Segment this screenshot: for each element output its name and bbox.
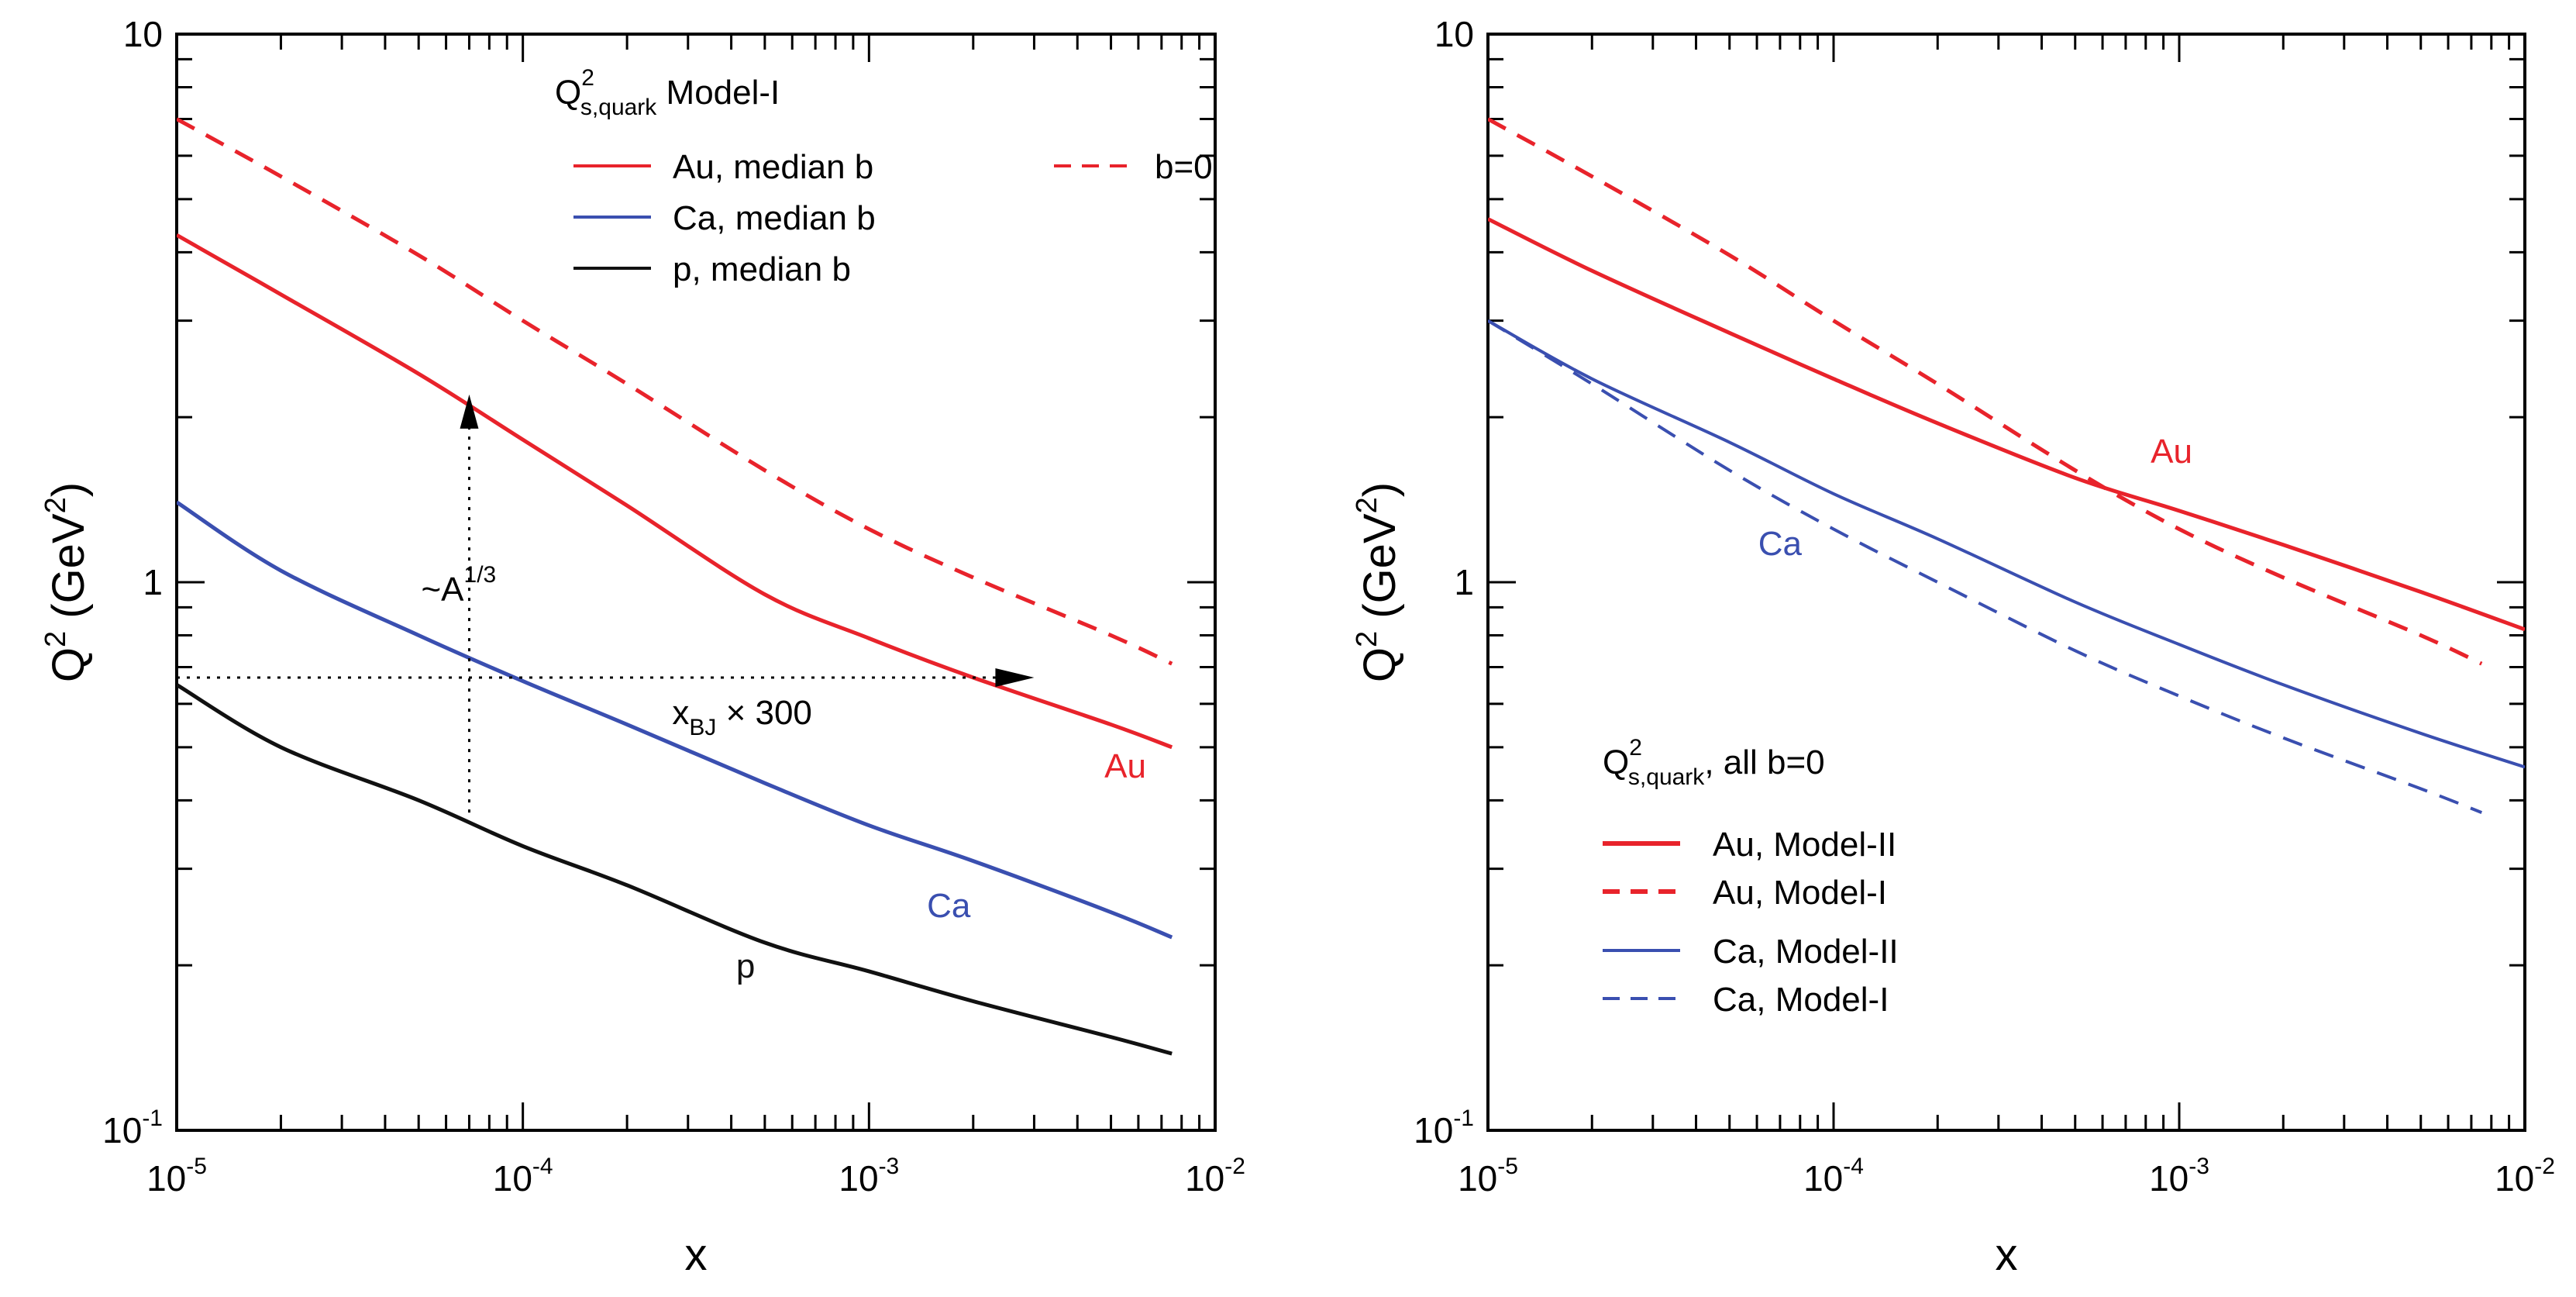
annotation-a13: ~A1/3 bbox=[421, 562, 496, 609]
x-tick-label: 10-3 bbox=[2149, 1154, 2209, 1199]
curve-label-ca: Ca bbox=[1758, 525, 1803, 563]
y-tick-label: 10 bbox=[1434, 14, 1474, 54]
series-line-ca-median-b bbox=[177, 500, 1173, 940]
curve-label-au: Au bbox=[1104, 747, 1146, 785]
series-line-au-median-b bbox=[177, 233, 1173, 750]
legend-entry-label: Au, Model-II bbox=[1713, 826, 1896, 864]
legend-entry-label: Au, Model-I bbox=[1713, 874, 1887, 912]
series-line-ca-model-ii bbox=[1488, 319, 2525, 769]
x-axis-title: x bbox=[685, 1230, 708, 1280]
x-tick-label: 10-5 bbox=[1458, 1154, 1518, 1199]
horizontal-arrow-head bbox=[995, 667, 1035, 687]
y-axis-title-base: Q bbox=[43, 647, 94, 682]
legend-entry-label: b=0 bbox=[1155, 148, 1213, 186]
y-tick-label-base: 10 bbox=[123, 14, 163, 54]
y-tick-label-base: 10 bbox=[102, 1110, 142, 1150]
y-tick-label: 10-1 bbox=[1414, 1106, 1474, 1150]
y-axis-title-rest-sup: 2 bbox=[40, 497, 72, 513]
legend-entry-label: Ca, Model-II bbox=[1713, 933, 1899, 971]
series-line-au-b-0 bbox=[177, 117, 1173, 666]
y-axis-title-base: Q bbox=[1355, 647, 1405, 682]
legend-title-sup: 2 bbox=[581, 65, 594, 91]
x-tick-label-exp: -4 bbox=[1843, 1154, 1864, 1179]
y-tick-label: 10 bbox=[123, 14, 163, 54]
x-tick-label: 10-5 bbox=[146, 1154, 207, 1199]
y-tick-label-base: 1 bbox=[1454, 562, 1474, 602]
series-line-au-model-i bbox=[1488, 117, 2483, 666]
y-axis-title-rest-sup: 2 bbox=[1351, 497, 1383, 513]
legend-title-base: Q bbox=[555, 74, 581, 112]
x-tick-label-exp: -3 bbox=[2189, 1154, 2209, 1179]
x-tick-label-exp: -4 bbox=[532, 1154, 553, 1179]
legend-entry-label: p, median b bbox=[673, 250, 851, 288]
x-tick-label: 10-3 bbox=[839, 1154, 899, 1199]
annotation-xbj-rest: × 300 bbox=[716, 694, 812, 732]
y-axis-title-sup: 2 bbox=[1351, 631, 1383, 647]
x-tick-label: 10-4 bbox=[1803, 1154, 1864, 1199]
x-tick-label: 10-2 bbox=[1185, 1154, 1245, 1199]
legend-title-rest: Model-I bbox=[656, 74, 780, 112]
legend-title-rest: , all b=0 bbox=[1704, 743, 1824, 781]
annotation-xbj-sub: BJ bbox=[689, 715, 716, 740]
y-axis-title-close: ) bbox=[43, 482, 94, 497]
x-tick-label-base: 10 bbox=[1803, 1158, 1843, 1199]
curve-label-ca: Ca bbox=[927, 887, 971, 925]
y-axis-title-rest: (GeV bbox=[1355, 513, 1405, 631]
legend-title-sub: s,quark bbox=[1628, 764, 1705, 790]
x-axis-title: x bbox=[1996, 1230, 2018, 1280]
x-tick-label-base: 10 bbox=[2149, 1158, 2189, 1199]
x-tick-label-exp: -2 bbox=[2534, 1154, 2555, 1179]
y-axis-title-sup: 2 bbox=[40, 631, 72, 647]
legend-title-sub: s,quark bbox=[580, 95, 657, 120]
x-tick-label-base: 10 bbox=[2495, 1158, 2534, 1199]
y-axis-title: Q2 (GeV2) bbox=[40, 482, 94, 682]
y-axis-title-rest: (GeV bbox=[43, 513, 94, 631]
annotation-xbj: xBJ × 300 bbox=[672, 694, 812, 740]
y-tick-label-exp: -1 bbox=[142, 1106, 163, 1131]
x-tick-label-exp: -5 bbox=[1497, 1154, 1518, 1179]
legend-entry-label: Au, median b bbox=[673, 148, 873, 186]
series-line-au-model-ii bbox=[1488, 217, 2525, 632]
x-tick-label-exp: -3 bbox=[879, 1154, 900, 1179]
series-line-p-median-b bbox=[177, 683, 1173, 1056]
y-tick-label: 1 bbox=[1454, 562, 1474, 602]
legend-title: Q2 s,quark, all b=0 bbox=[1603, 735, 1825, 790]
curve-label-p: p bbox=[736, 947, 755, 985]
legend-entry-label: Ca, median b bbox=[673, 199, 876, 237]
vertical-arrow-head bbox=[460, 394, 479, 429]
x-tick-label-base: 10 bbox=[146, 1158, 186, 1199]
x-tick-label-exp: -2 bbox=[1224, 1154, 1245, 1179]
annotation-a13-base: ~A bbox=[421, 571, 464, 609]
legend-entry-label: Ca, Model-I bbox=[1713, 981, 1889, 1019]
curve-label-au: Au bbox=[2151, 433, 2192, 471]
x-tick-label-base: 10 bbox=[1185, 1158, 1224, 1199]
series-line-ca-model-i bbox=[1488, 319, 2483, 814]
annotation-xbj-base: x bbox=[672, 694, 689, 732]
y-axis-title: Q2 (GeV2) bbox=[1351, 482, 1405, 682]
y-tick-label-base: 10 bbox=[1434, 14, 1474, 54]
annotation-a13-sup: 1/3 bbox=[464, 562, 497, 588]
x-tick-label: 10-2 bbox=[2495, 1154, 2555, 1199]
plot-frame bbox=[1486, 33, 2526, 1132]
y-tick-label: 10-1 bbox=[102, 1106, 163, 1150]
y-tick-label: 1 bbox=[143, 562, 163, 602]
legend-title-sup: 2 bbox=[1629, 735, 1642, 761]
y-axis-title-close: ) bbox=[1355, 482, 1405, 497]
legend-title: Q2 s,quark Model-I bbox=[555, 65, 780, 120]
x-tick-label: 10-4 bbox=[493, 1154, 553, 1199]
x-tick-label-base: 10 bbox=[839, 1158, 878, 1199]
x-tick-label-exp: -5 bbox=[186, 1154, 207, 1179]
legend-title-base: Q bbox=[1603, 743, 1629, 781]
y-tick-label-exp: -1 bbox=[1453, 1106, 1474, 1131]
y-tick-label-base: 10 bbox=[1414, 1110, 1453, 1150]
x-tick-label-base: 10 bbox=[493, 1158, 532, 1199]
y-tick-label-base: 1 bbox=[143, 562, 163, 602]
x-tick-label-base: 10 bbox=[1458, 1158, 1497, 1199]
